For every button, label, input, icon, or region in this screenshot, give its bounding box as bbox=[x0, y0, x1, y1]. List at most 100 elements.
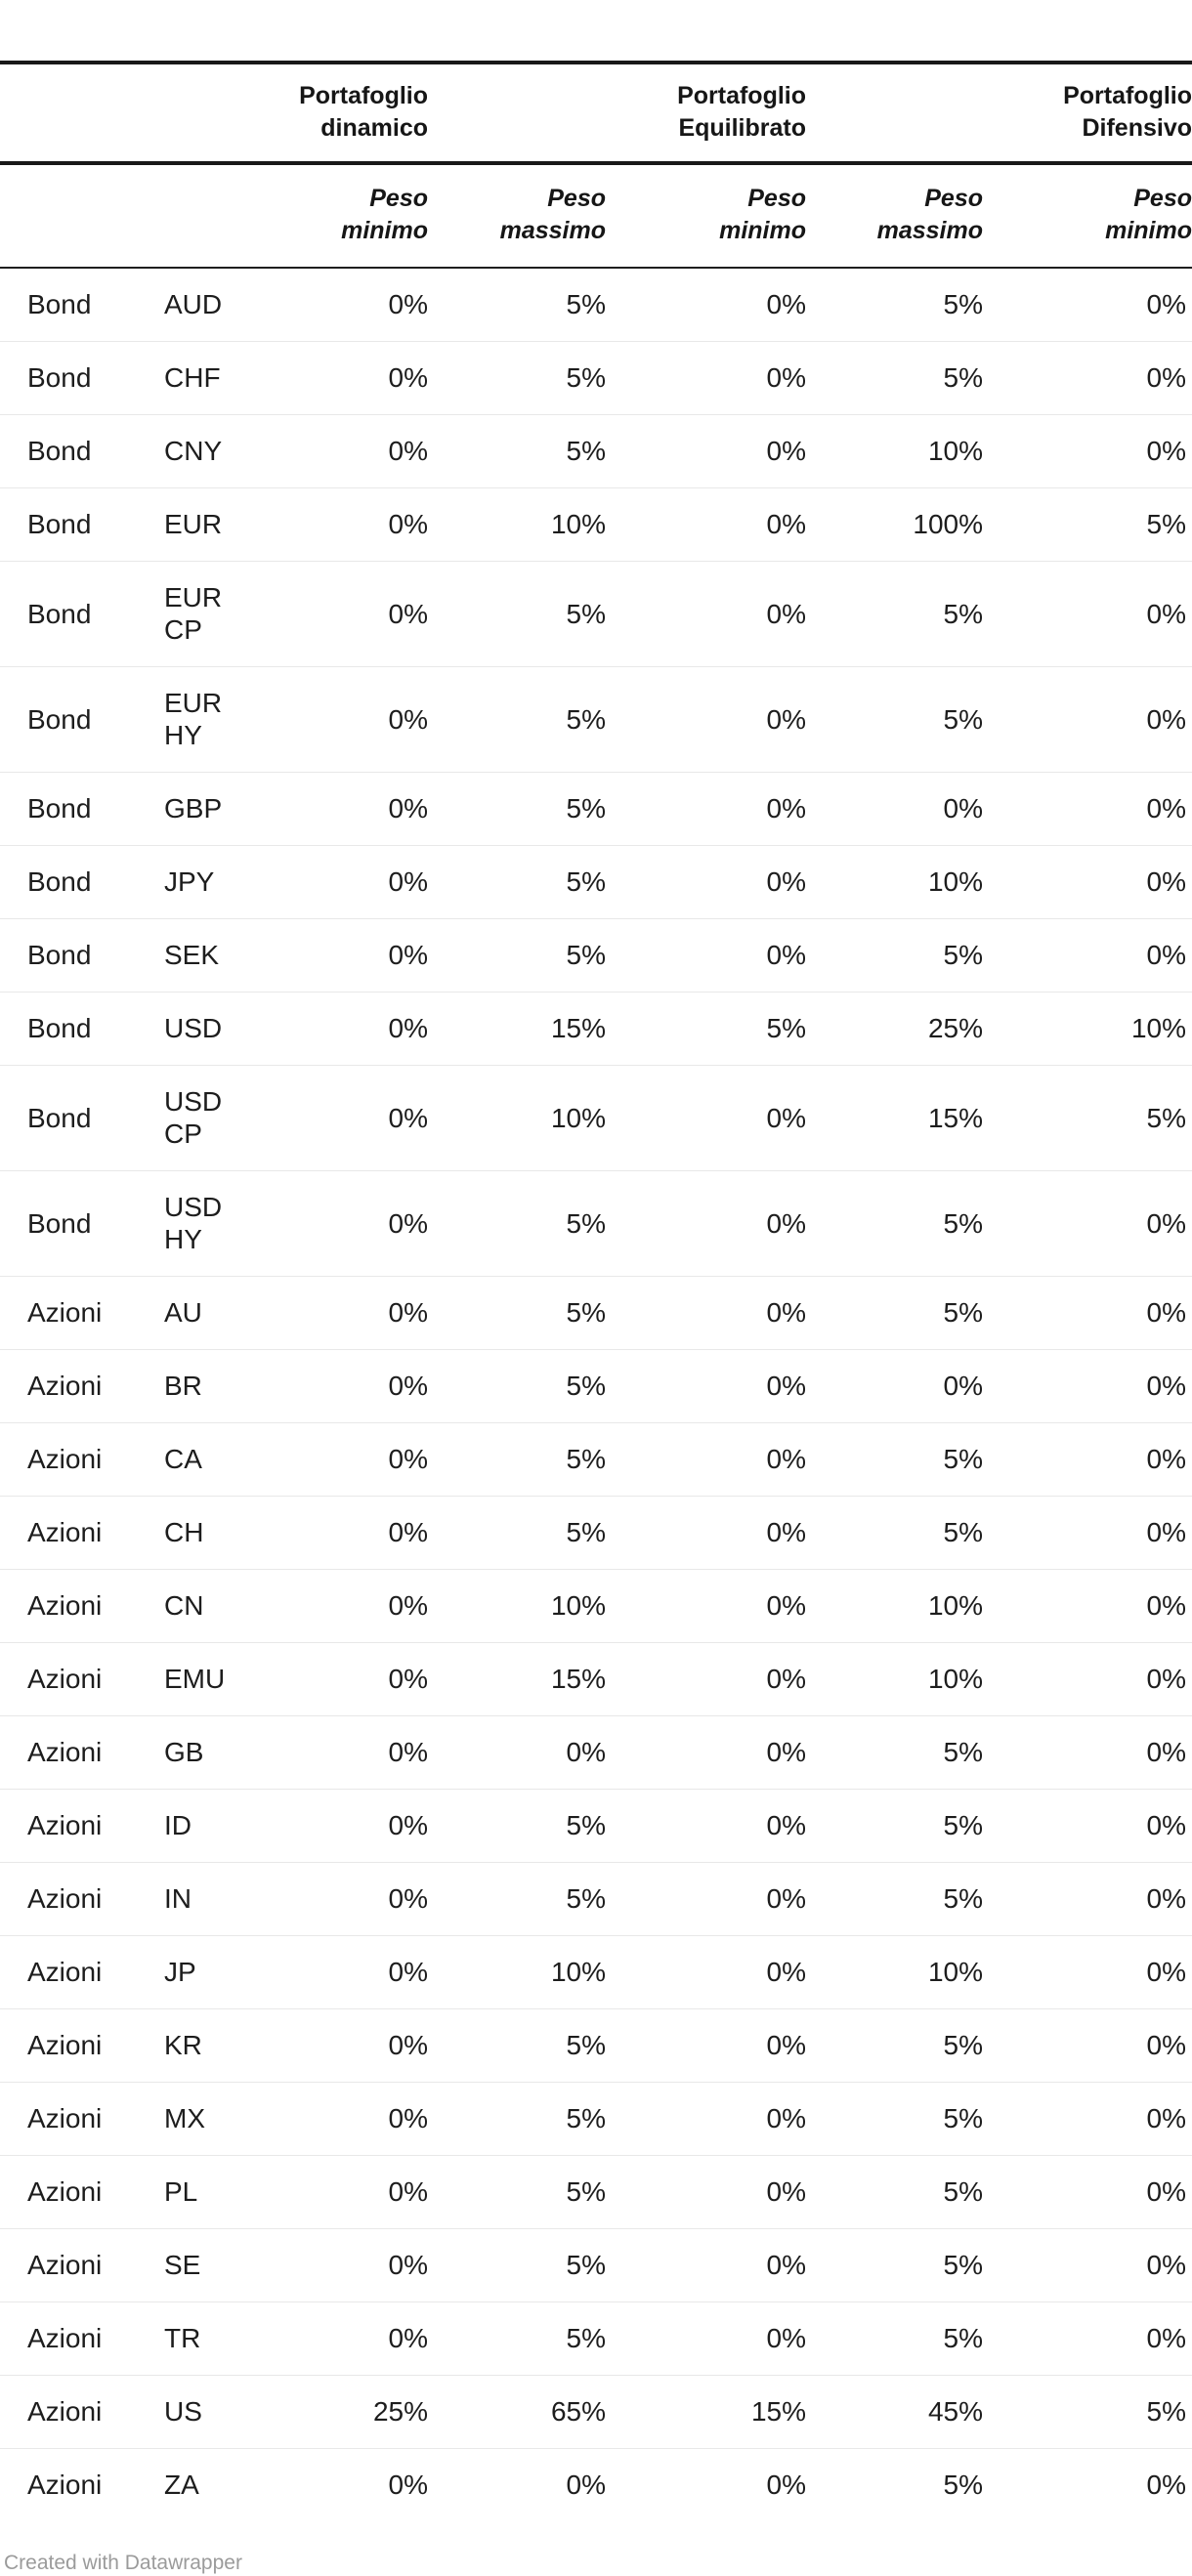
value-cell: 5% bbox=[428, 1496, 606, 1570]
value-cell: 0% bbox=[606, 2155, 806, 2229]
value-cell: 0% bbox=[983, 1715, 1192, 1790]
value-cell: 0% bbox=[249, 561, 428, 667]
value-cell: 0% bbox=[606, 1170, 806, 1277]
empty-header-cell bbox=[806, 63, 983, 165]
table-row: Azioni US 25% 65% 15% 45% 5% bbox=[0, 2375, 1192, 2449]
asset-code-cell: KR bbox=[137, 2008, 249, 2083]
value-cell: 0% bbox=[983, 1276, 1192, 1350]
category-cell: Bond bbox=[0, 268, 137, 342]
value-cell: 5% bbox=[806, 918, 983, 992]
value-cell: 5% bbox=[806, 2008, 983, 2083]
value-cell: 0% bbox=[606, 1349, 806, 1423]
asset-code-cell: USD CP bbox=[137, 1065, 249, 1171]
group-header-equilibrato: Portafoglio Equilibrato bbox=[606, 63, 806, 165]
value-cell: 0% bbox=[606, 1496, 806, 1570]
value-cell: 0% bbox=[428, 1715, 606, 1790]
category-cell: Bond bbox=[0, 1170, 137, 1277]
value-cell: 5% bbox=[606, 992, 806, 1066]
value-cell: 0% bbox=[983, 1935, 1192, 2009]
value-cell: 15% bbox=[428, 1642, 606, 1716]
empty-header-cell bbox=[137, 163, 249, 269]
asset-code-cell: ZA bbox=[164, 2470, 199, 2500]
value-cell: 0% bbox=[983, 1642, 1192, 1716]
value-cell: 5% bbox=[428, 772, 606, 846]
category-cell: Azioni bbox=[0, 1642, 137, 1716]
value-cell: 0% bbox=[606, 666, 806, 773]
category-cell: Bond bbox=[0, 918, 137, 992]
sub-header-peso-minimo: Peso minimo bbox=[606, 163, 806, 269]
table-row: Azioni AU 0% 5% 0% 5% 0% bbox=[0, 1276, 1192, 1350]
category-cell: Azioni bbox=[0, 1862, 137, 1936]
value-cell: 0% bbox=[983, 1496, 1192, 1570]
table-row: Azioni KR 0% 5% 0% 5% 0% bbox=[0, 2008, 1192, 2083]
value-cell: 0% bbox=[606, 772, 806, 846]
value-cell: 0% bbox=[249, 918, 428, 992]
value-cell: 25% bbox=[806, 992, 983, 1066]
value-cell: 0% bbox=[606, 2008, 806, 2083]
category-cell: Azioni bbox=[0, 2375, 137, 2449]
value-cell: 5% bbox=[943, 2470, 983, 2500]
table-row: Azioni IN 0% 5% 0% 5% 0% bbox=[0, 1862, 1192, 1936]
value-cell: 5% bbox=[806, 666, 983, 773]
value-cell: 10% bbox=[806, 414, 983, 488]
value-cell: 0% bbox=[249, 1170, 428, 1277]
value-cell: 5% bbox=[428, 918, 606, 992]
value-cell: 0% bbox=[606, 2082, 806, 2156]
value-cell: 0% bbox=[606, 1276, 806, 1350]
category-cell: Azioni bbox=[0, 2155, 137, 2229]
asset-code-cell: AU bbox=[137, 1276, 249, 1350]
sub-header-row: Peso minimo Peso massimo Peso minimo Pes… bbox=[0, 163, 1192, 269]
category-cell: Azioni bbox=[0, 1935, 137, 2009]
value-cell: 100% bbox=[806, 487, 983, 562]
sub-header-peso-massimo: Peso massimo bbox=[806, 163, 983, 269]
category-cell: Bond bbox=[0, 487, 137, 562]
value-cell: 15% bbox=[428, 992, 606, 1066]
value-cell: 0% bbox=[249, 2155, 428, 2229]
value-cell: 10% bbox=[428, 1935, 606, 2009]
value-cell: 0% bbox=[983, 1170, 1192, 1277]
value-cell: 5% bbox=[806, 2302, 983, 2376]
table-row: Bond USD CP 0% 10% 0% 15% 5% bbox=[0, 1065, 1192, 1171]
category-cell: Bond bbox=[0, 845, 137, 919]
value-cell: 0% bbox=[249, 414, 428, 488]
value-cell: 0% bbox=[249, 845, 428, 919]
value-cell: 0% bbox=[606, 561, 806, 667]
value-cell: 0% bbox=[249, 992, 428, 1066]
value-cell: 5% bbox=[806, 1862, 983, 1936]
value-cell: 0% bbox=[249, 1642, 428, 1716]
value-cell: 10% bbox=[806, 845, 983, 919]
value-cell: 5% bbox=[428, 1862, 606, 1936]
value-cell: 10% bbox=[983, 992, 1192, 1066]
category-cell: Bond bbox=[0, 414, 137, 488]
group-header-dinamico: Portafoglio dinamico bbox=[249, 63, 428, 165]
category-cell: Azioni bbox=[0, 2228, 137, 2302]
table-row: Azioni MX 0% 5% 0% 5% 0% bbox=[0, 2082, 1192, 2156]
value-cell: 0% bbox=[606, 1935, 806, 2009]
table-row: Bond JPY 0% 5% 0% 10% 0% bbox=[0, 845, 1192, 919]
value-cell: 0% bbox=[249, 666, 428, 773]
asset-code-cell: AUD bbox=[137, 268, 249, 342]
value-cell: 5% bbox=[806, 2228, 983, 2302]
value-cell: 5% bbox=[806, 1276, 983, 1350]
value-cell: 5% bbox=[428, 1789, 606, 1863]
table-row: Bond USD HY 0% 5% 0% 5% 0% bbox=[0, 1170, 1192, 1277]
sub-header-peso-minimo: Peso minimo bbox=[249, 163, 428, 269]
table-row: Azioni ZA 0% 0% 0% 5% 0% bbox=[0, 2449, 1192, 2522]
datawrapper-credit-link[interactable]: Created with Datawrapper bbox=[4, 2552, 242, 2574]
category-cell: Azioni bbox=[0, 1276, 137, 1350]
value-cell: 0% bbox=[983, 561, 1192, 667]
value-cell: 0% bbox=[249, 341, 428, 415]
value-cell: 10% bbox=[428, 1569, 606, 1643]
empty-header-cell bbox=[137, 63, 249, 165]
value-cell: 0% bbox=[606, 1862, 806, 1936]
value-cell: 5% bbox=[428, 845, 606, 919]
value-cell: 0% bbox=[606, 414, 806, 488]
asset-code-cell: GB bbox=[137, 1715, 249, 1790]
value-cell: 15% bbox=[806, 1065, 983, 1171]
table-row: Bond EUR 0% 10% 0% 100% 5% bbox=[0, 487, 1192, 562]
value-cell: 0% bbox=[983, 1569, 1192, 1643]
value-cell: 0% bbox=[606, 1422, 806, 1497]
value-cell: 0% bbox=[606, 2302, 806, 2376]
value-cell: 5% bbox=[428, 341, 606, 415]
asset-code-cell: MX bbox=[137, 2082, 249, 2156]
